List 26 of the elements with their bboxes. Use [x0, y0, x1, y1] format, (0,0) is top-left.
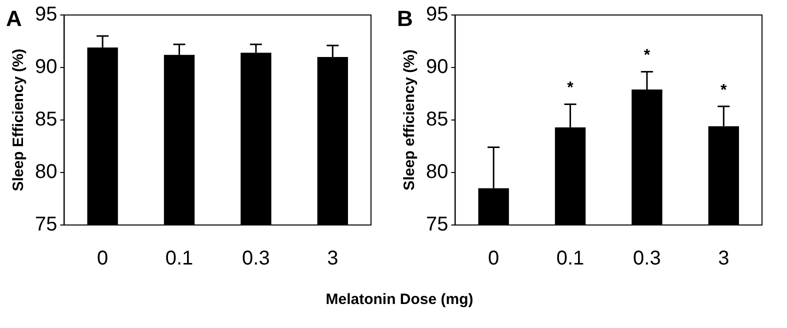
y-tick-label: 85 [426, 108, 448, 131]
y-tick-label: 95 [34, 4, 58, 26]
x-tick-label: 3 [327, 248, 338, 270]
x-tick-label: 0 [488, 248, 500, 270]
x-tick-label: 0.1 [556, 248, 584, 270]
y-tick-label: 95 [426, 4, 448, 26]
y-tick-label: 85 [34, 108, 58, 131]
x-tick-label: 0.1 [165, 248, 194, 270]
x-axis-title: Melatonin Dose (mg) [324, 291, 474, 308]
y-tick-label: 80 [34, 161, 58, 184]
y-tick-label: 90 [34, 56, 58, 78]
y-axis-title: Sleep efficiency (%) [401, 50, 418, 190]
x-tick-label: 0.3 [633, 248, 661, 270]
y-tick-label: 90 [426, 56, 448, 78]
y-tick-label: 80 [426, 161, 448, 184]
annotation: * [644, 47, 651, 64]
y-tick-label: 75 [426, 214, 448, 236]
y-axis-title: Sleep Efficiency (%) [10, 48, 28, 192]
chart-title: A [6, 6, 22, 31]
x-tick-label: 3 [718, 248, 730, 270]
y-tick-label: 75 [34, 214, 58, 236]
chart-title: B [397, 6, 413, 31]
x-tick-label: 0 [97, 248, 108, 270]
annotation: * [567, 80, 574, 97]
annotation: * [720, 82, 728, 99]
x-tick-label: 0.3 [242, 248, 270, 270]
